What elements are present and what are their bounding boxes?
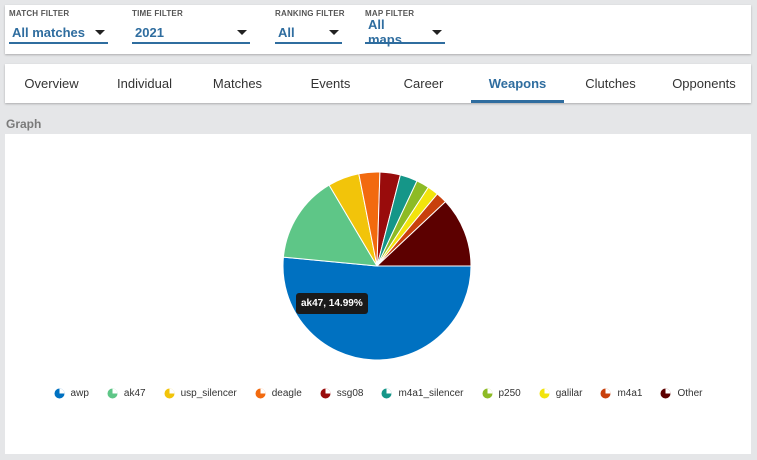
legend-label: usp_silencer (180, 388, 237, 399)
legend-item-awp[interactable]: awp (54, 388, 89, 399)
match-filter-select[interactable]: All matches (9, 22, 108, 44)
caret-down-icon (237, 29, 247, 35)
tab-clutches[interactable]: Clutches (585, 76, 636, 91)
tab-weapons[interactable]: Weapons (471, 64, 564, 103)
legend-item-m4a1_silencer[interactable]: m4a1_silencer (381, 388, 464, 399)
legend-item-ssg08[interactable]: ssg08 (320, 388, 364, 399)
pie-legend-icon (660, 388, 671, 399)
graph-panel: awp ak47 usp_silencer deagle ssg08 m4a1_silen… (5, 134, 751, 454)
map-filter-value: All maps (368, 17, 402, 47)
tab-matches[interactable]: Matches (212, 76, 263, 91)
legend-label: m4a1 (617, 388, 643, 399)
pie-legend-icon (164, 388, 175, 399)
stats-tab-bar: Overview Individual Matches Events Caree… (5, 64, 751, 103)
legend-label: awp (70, 388, 89, 399)
time-filter-value: 2021 (135, 24, 164, 40)
time-filter-label: TIME FILTER (132, 9, 183, 18)
ranking-filter-select[interactable]: All (275, 22, 342, 44)
match-filter: MATCH FILTER All matches (9, 9, 108, 44)
legend-item-Other[interactable]: Other (660, 388, 702, 399)
match-filter-value: All matches (12, 24, 85, 40)
pie-legend-icon (107, 388, 118, 399)
ranking-filter-label: RANKING FILTER (275, 9, 345, 18)
pie-legend-icon (539, 388, 550, 399)
legend-item-galilar[interactable]: galilar (539, 388, 583, 399)
tab-individual[interactable]: Individual (117, 76, 172, 91)
pie-slice-Other[interactable] (375, 200, 472, 267)
legend-label: galilar (555, 388, 583, 399)
pie-legend-icon (482, 388, 492, 399)
caret-down-icon (329, 29, 339, 35)
time-filter-select[interactable]: 2021 (132, 22, 250, 44)
map-filter: MAP FILTER All maps (365, 9, 445, 47)
chart-tooltip: ak47, 14.99% (296, 293, 368, 314)
time-filter: TIME FILTER 2021 (132, 9, 250, 44)
pie-slice-ak47[interactable] (282, 184, 378, 267)
pie-legend-icon (255, 388, 266, 399)
weapons-pie-chart (282, 171, 472, 361)
filter-bar: MATCH FILTER All matches TIME FILTER 202… (5, 5, 751, 54)
ranking-filter-value: All (278, 24, 295, 40)
legend-item-m4a1[interactable]: m4a1 (600, 388, 642, 399)
pie-legend-icon (600, 388, 611, 399)
tab-events[interactable]: Events (310, 76, 351, 91)
tab-overview[interactable]: Overview (24, 76, 79, 91)
pie-slice-awp[interactable] (282, 256, 472, 361)
map-filter-select[interactable]: All maps (365, 17, 445, 47)
pie-legend-icon (320, 388, 331, 399)
tab-opponents[interactable]: Opponents (672, 76, 736, 91)
match-filter-label: MATCH FILTER (9, 9, 70, 18)
tab-career[interactable]: Career (403, 76, 444, 91)
legend-item-usp_silencer[interactable]: usp_silencer (164, 388, 237, 399)
caret-down-icon (95, 29, 105, 35)
map-filter-label: MAP FILTER (365, 9, 415, 18)
legend-label: ssg08 (336, 388, 364, 399)
legend-item-p250[interactable]: p250 (482, 388, 521, 399)
legend-item-deagle[interactable]: deagle (255, 388, 302, 399)
section-title: Graph (6, 117, 42, 131)
legend-label: Other (677, 388, 703, 399)
legend-label: p250 (498, 388, 521, 399)
pie-legend-icon (381, 388, 392, 399)
pie-legend-icon (54, 388, 65, 399)
legend-item-ak47[interactable]: ak47 (107, 388, 146, 399)
caret-down-icon (432, 29, 442, 35)
legend-label: m4a1_silencer (398, 388, 464, 399)
legend-label: ak47 (123, 388, 146, 399)
ranking-filter: RANKING FILTER All (275, 9, 345, 44)
chart-legend: awp ak47 usp_silencer deagle ssg08 m4a1_silen… (5, 388, 751, 399)
legend-label: deagle (271, 388, 302, 399)
